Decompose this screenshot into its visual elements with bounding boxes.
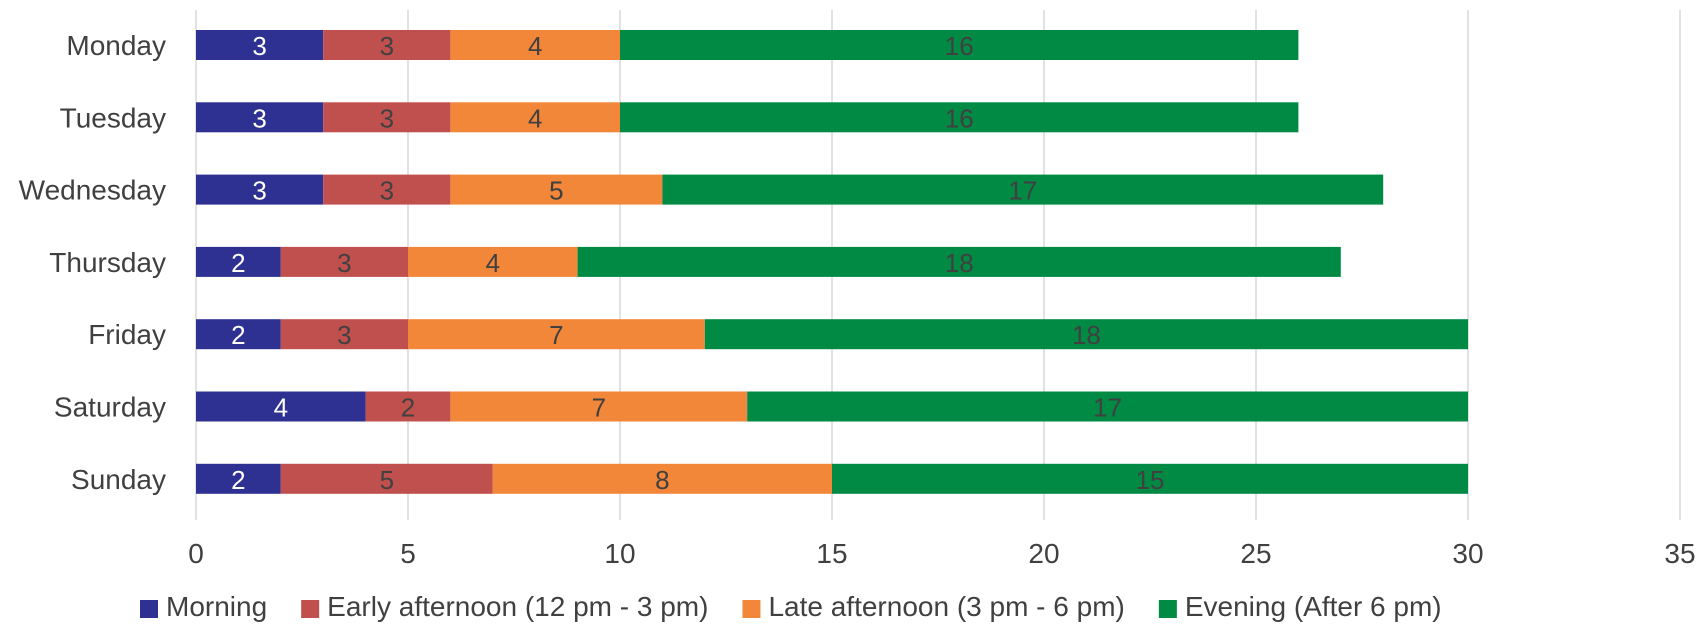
data-label: 18 [1072,320,1101,350]
bar-segment [450,174,663,205]
data-label: 15 [1136,465,1165,495]
x-tick-label: 0 [188,538,204,569]
bar-segment [662,174,1384,205]
category-label: Thursday [49,247,166,278]
data-label: 17 [1093,393,1122,423]
bar-segment [620,30,1299,60]
bar-segment [196,174,324,205]
data-label: 2 [231,465,245,495]
data-label: 7 [549,320,563,350]
data-label: 16 [945,31,974,61]
data-label: 4 [528,103,542,133]
bar-segment [196,102,324,133]
legend-label: Late afternoon (3 pm - 6 pm) [768,591,1124,622]
data-label: 5 [549,176,563,206]
category-label: Friday [88,319,166,350]
category-label: Monday [66,30,166,61]
data-label: 3 [252,176,266,206]
legend-swatch [140,600,158,618]
x-tick-label: 30 [1452,538,1483,569]
category-label: Wednesday [19,175,166,206]
bar-segment [408,246,578,277]
data-label: 16 [945,103,974,133]
data-label: 4 [274,393,288,423]
bar-segment [450,391,748,422]
data-label: 3 [380,31,394,61]
bar-segment [492,463,832,494]
bar-segment [280,246,408,277]
bars: 3 3 4 163 3 4 163 3 5 172 3 4 182 3 7 184 2 7 172 5 8 15 [196,30,1468,495]
bar-segment [196,246,281,277]
bar-segment [323,102,451,133]
bar-segment [280,463,493,494]
bar-segment [323,174,451,205]
bar-segment [450,102,620,133]
data-label: 4 [486,248,500,278]
legend-label: Morning [166,591,267,622]
data-label: 18 [945,248,974,278]
data-label: 2 [231,248,245,278]
bar-segment [577,246,1341,277]
bar-segment [323,30,451,60]
data-label: 17 [1008,176,1037,206]
bar-segment [280,319,408,350]
data-label: 2 [401,393,415,423]
x-tick-label: 20 [1028,538,1059,569]
bar-segment [408,319,705,350]
bar-segment [196,463,281,494]
bar-segment [196,319,281,350]
bar-segment [450,30,620,60]
legend-label: Evening (After 6 pm) [1185,591,1442,622]
x-tick-label: 25 [1240,538,1271,569]
category-label: Sunday [71,464,166,495]
data-label: 3 [380,103,394,133]
data-label: 7 [592,393,606,423]
data-label: 8 [655,465,669,495]
data-label: 3 [252,31,266,61]
bar-segment [365,391,451,422]
bar-segment [196,391,366,422]
data-label: 4 [528,31,542,61]
data-label: 3 [380,176,394,206]
bar-segment [620,102,1299,133]
x-tick-label: 35 [1664,538,1695,569]
legend-swatch [742,600,761,618]
bar-segment [832,463,1468,494]
legend: Morning Early afternoon (12 pm - 3 pm) Lat… [140,591,1442,622]
bar-segment [196,30,324,60]
data-label: 3 [252,103,266,133]
legend-swatch [301,600,320,618]
data-label: 3 [337,320,351,350]
data-label: 2 [231,320,245,350]
x-tick-label: 15 [816,538,847,569]
category-label: Saturday [54,392,166,423]
x-tick-label: 10 [604,538,635,569]
legend-label: Early afternoon (12 pm - 3 pm) [327,591,708,622]
bar-segment [747,391,1468,422]
x-tick-label: 5 [400,538,416,569]
category-label: Tuesday [60,102,166,133]
value-axis: 0 5 10 15 20 25 30 35 [188,538,1695,569]
legend-swatch [1158,600,1177,618]
bar-segment [704,319,1468,350]
data-label: 3 [337,248,351,278]
category-axis: Monday Tuesday Wednesday Thursday Friday Satu… [19,30,166,495]
data-label: 5 [380,465,394,495]
